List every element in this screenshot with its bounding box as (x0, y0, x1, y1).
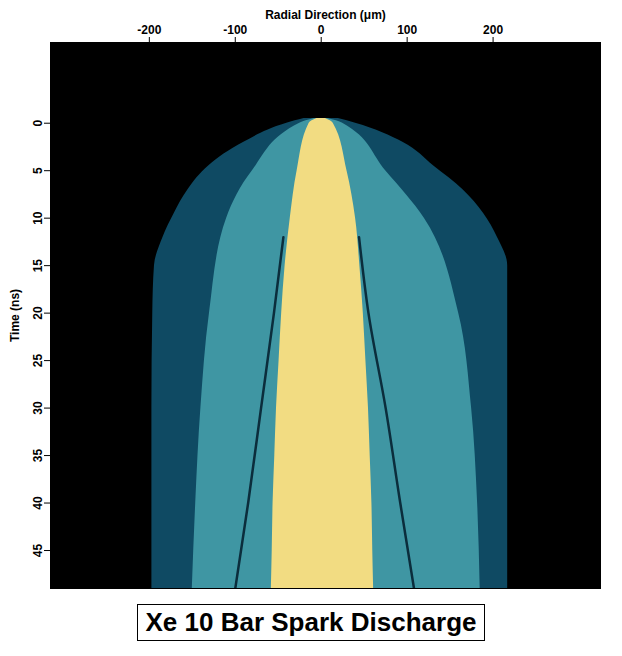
svg-text:-100: -100 (223, 23, 247, 37)
svg-text:5: 5 (31, 167, 45, 174)
svg-text:Time (ns): Time (ns) (8, 289, 22, 342)
svg-text:35: 35 (31, 449, 45, 463)
svg-text:10: 10 (31, 211, 45, 225)
svg-text:100: 100 (397, 23, 417, 37)
svg-text:15: 15 (31, 259, 45, 273)
svg-text:40: 40 (31, 496, 45, 510)
html-text:Xe 10 Bar Spark Discharge: Xe 10 Bar Spark Discharge (145, 607, 477, 637)
svg-text:-200: -200 (137, 23, 161, 37)
svg-text:0: 0 (31, 120, 45, 127)
svg-text:45: 45 (31, 544, 45, 558)
svg-text:20: 20 (31, 306, 45, 320)
svg-text:25: 25 (31, 354, 45, 368)
svg-text:0: 0 (318, 23, 325, 37)
svg-text:Radial Direction (μm): Radial Direction (μm) (265, 8, 386, 22)
svg-text:200: 200 (483, 23, 503, 37)
svg-text:30: 30 (31, 401, 45, 415)
